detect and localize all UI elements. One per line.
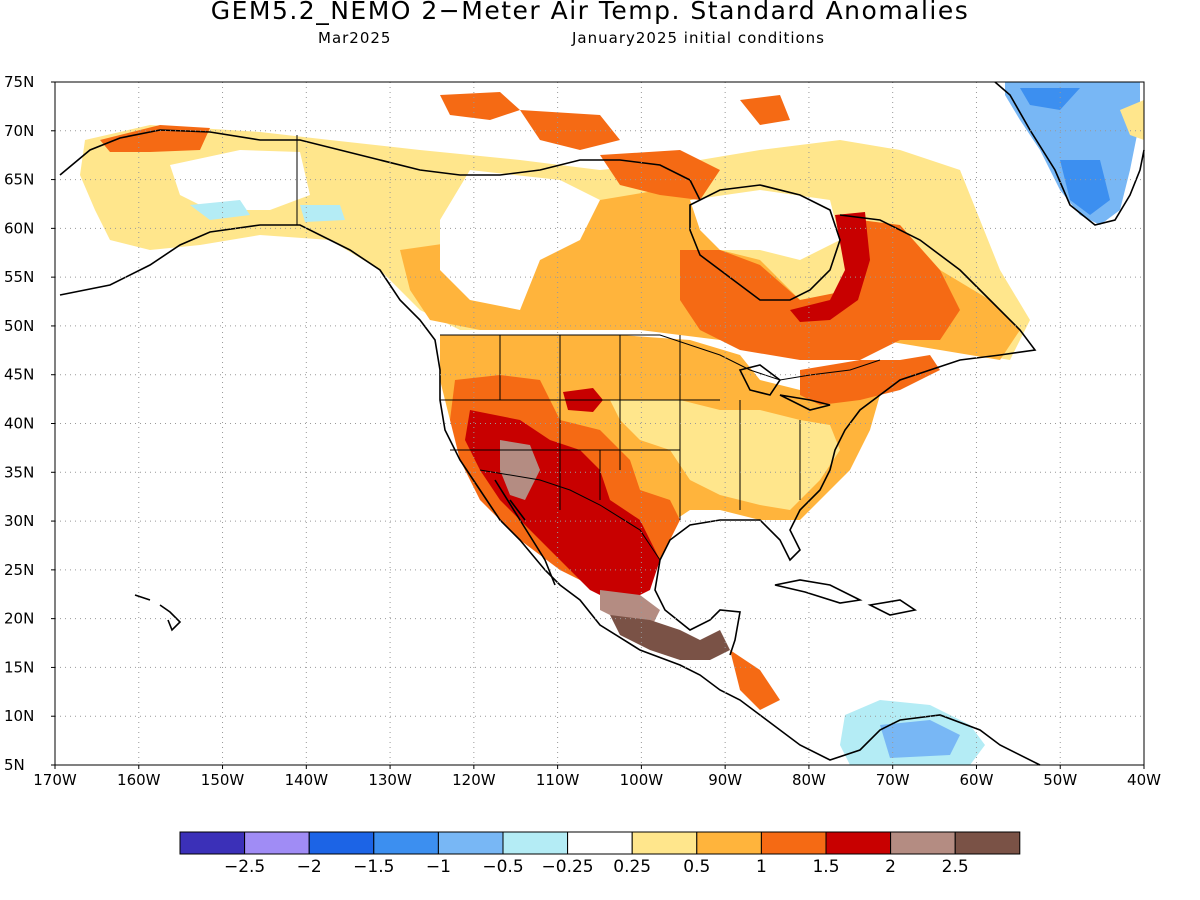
forecast-month: Mar2025	[318, 29, 392, 47]
anomaly-area-greenland-cold	[1005, 82, 1140, 225]
border-us-mexico	[479, 469, 661, 561]
colorbar-label: 2	[885, 857, 896, 877]
colorbar-swatch	[825, 831, 892, 855]
colorbar-swatch	[890, 831, 956, 855]
anomaly-area-quebec-red	[790, 212, 870, 322]
colorbar-label: −0.25	[542, 857, 594, 877]
lon-label: 130W	[368, 771, 412, 789]
lon-label: 90W	[708, 771, 742, 789]
anomaly-area-greenland-colder	[1020, 88, 1110, 215]
coastline-labrador	[654, 214, 1037, 656]
colorbar-label: −1	[426, 857, 451, 877]
lon-label: 100W	[620, 771, 664, 789]
lat-label: 25N	[4, 561, 34, 579]
lat-label: 60N	[4, 219, 34, 237]
colorbar-swatch	[373, 831, 439, 855]
anomaly-area-neutral-hudson	[690, 190, 840, 260]
anomaly-area-northeast-orange	[800, 355, 940, 405]
lat-label: 40N	[4, 415, 34, 433]
lat-label: 45N	[4, 366, 34, 384]
anomaly-area-mexico-darkbrown	[610, 615, 730, 660]
colorbar-swatch	[567, 831, 633, 855]
lon-label: 150W	[201, 771, 245, 789]
lat-label: 20N	[4, 610, 34, 628]
lat-label: 35N	[4, 463, 34, 481]
coastline-hispaniola	[867, 599, 918, 616]
anomaly-area-greenland-yellow	[1120, 100, 1144, 140]
colorbar-label: −1.5	[353, 857, 394, 877]
lat-label: 70N	[4, 122, 34, 140]
longitude-labels: 170W 160W 150W 140W 130W 120W 110W 100W 90W 80W 70…	[33, 765, 1161, 789]
lat-label: 55N	[4, 268, 34, 286]
lon-label: 50W	[1043, 771, 1077, 789]
colorbar-label: 1	[756, 857, 767, 877]
lon-label: 160W	[117, 771, 161, 789]
anomaly-area-neutral-nw	[440, 170, 600, 310]
colorbar-swatch	[696, 831, 762, 855]
latitude-labels: 5N 10N 15N 20N 25N 30N 35N 40N 45N 50N 55N 60N 65N 70…	[4, 73, 55, 774]
anomaly-area-usa-yellow	[610, 400, 840, 510]
coastline-hawaii	[134, 594, 182, 632]
lat-label: 15N	[4, 658, 34, 676]
coastline-hudson-bay	[689, 184, 841, 301]
lat-label: 5N	[4, 756, 25, 774]
coastlines	[59, 81, 1145, 766]
lon-label: 170W	[33, 771, 77, 789]
lat-label: 65N	[4, 171, 34, 189]
colorbar-label: 0.25	[613, 857, 651, 877]
lat-label: 50N	[4, 317, 34, 335]
lon-label: 60W	[960, 771, 994, 789]
coastline-greenland	[994, 81, 1145, 226]
lon-label: 140W	[285, 771, 329, 789]
colorbar-label: −2	[297, 857, 322, 877]
lon-label: 110W	[536, 771, 580, 789]
anomaly-area-arctic-orange	[100, 92, 790, 200]
colorbar-label: −0.5	[482, 857, 523, 877]
colorbar-swatch	[954, 831, 1021, 855]
colorbar-label: 1.5	[812, 857, 839, 877]
colorbar-swatch	[760, 831, 827, 855]
coastline-baja	[494, 479, 556, 586]
colorbar-label: 2.5	[942, 857, 969, 877]
coastline-arctic	[59, 129, 701, 201]
lat-label: 30N	[4, 512, 34, 530]
anomaly-area-alaska-cold	[190, 200, 345, 222]
colorbar-swatch	[179, 831, 246, 855]
lat-label: 75N	[4, 73, 34, 91]
colorbar-swatch	[631, 831, 698, 855]
colorbar-swatch	[502, 831, 569, 855]
coastline-great-lakes	[738, 364, 831, 411]
border-us-canada	[440, 334, 881, 381]
anomaly-area-southwest-brown	[500, 440, 540, 500]
colorbar: −2.5 −2 −1.5 −1 −0.5 −0.25 0.25 0.5 1 1.5 2 2.5	[179, 831, 1021, 877]
coastline-cuba	[774, 579, 863, 604]
lon-label: 70W	[876, 771, 910, 789]
political-borders	[296, 135, 881, 561]
lon-label: 120W	[452, 771, 496, 789]
border-us-states	[440, 335, 801, 520]
map-title: GEM5.2_NEMO 2−Meter Air Temp. Standard A…	[210, 0, 970, 25]
colorbar-label: 0.5	[683, 857, 710, 877]
lon-label: 40W	[1127, 771, 1161, 789]
anomaly-shading	[80, 82, 1144, 765]
colorbar-label: −2.5	[224, 857, 265, 877]
coastline-alaska	[59, 224, 1041, 766]
lon-label: 80W	[792, 771, 826, 789]
colorbar-swatch	[308, 831, 375, 855]
anomaly-area-central-america-orange	[730, 650, 780, 710]
colorbar-swatch	[437, 831, 504, 855]
initial-conditions: January2025 initial conditions	[572, 29, 825, 47]
anomaly-area-southamerica-colder	[880, 720, 960, 758]
lat-label: 10N	[4, 707, 34, 725]
colorbar-swatch	[244, 831, 310, 855]
anomaly-area-quebec-orange	[680, 220, 960, 360]
